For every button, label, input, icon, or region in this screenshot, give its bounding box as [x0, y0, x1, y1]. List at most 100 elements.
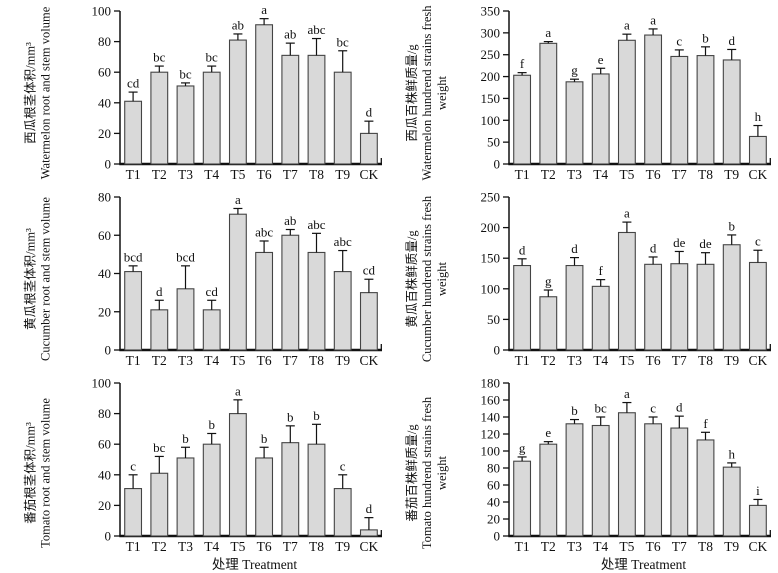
x-category-label: T6 [257, 353, 272, 368]
bar-T7 [670, 55, 689, 165]
x-category-label: T4 [204, 353, 219, 368]
sig-letter: d [650, 240, 657, 255]
x-category-label: T8 [309, 539, 324, 554]
x-category-label: T9 [335, 167, 350, 182]
sig-letter: e [598, 52, 604, 67]
y-tick-label: 200 [481, 69, 501, 84]
y-tick-label: 40 [98, 467, 111, 482]
bar-CK [359, 292, 378, 351]
y-tick-label: 0 [105, 529, 112, 544]
sig-letter: i [756, 483, 760, 498]
bar-T9 [333, 488, 352, 537]
bar-plot-watermelon-volume: 0 20 40 60 80 100 cd T1 bc T2 bc T3 bc T4 ab T5 a T6 ab T7 a… [92, 2, 382, 182]
x-category-label: T2 [152, 353, 167, 368]
x-category-label: T8 [698, 539, 713, 554]
x-category-label: T7 [283, 539, 298, 554]
bar-T2 [539, 296, 558, 351]
y-tick-label: 0 [105, 157, 112, 172]
bar-T8 [307, 251, 326, 351]
y-axis-label-cucumber-volume: 黄瓜根茎体积/mm³ Cucumber root and stem volume [0, 186, 76, 372]
x-category-label: T8 [309, 167, 324, 182]
sig-letter: c [650, 401, 656, 416]
y-tick-label: 0 [494, 343, 501, 358]
sig-letter: abc [334, 234, 352, 249]
y-tick-label: 20 [487, 512, 500, 527]
sig-letter: abc [255, 224, 273, 239]
bar-T2 [539, 42, 558, 165]
y-axis-label-en: Tomato hundrend strains fresh weight [419, 396, 449, 549]
sig-letter: bcd [124, 249, 143, 264]
x-category-label: T2 [541, 353, 556, 368]
bar-CK [748, 504, 767, 537]
sig-letter: a [545, 25, 551, 40]
bar-T4 [202, 443, 221, 537]
x-category-label: T6 [257, 539, 272, 554]
x-category-label: T6 [646, 539, 661, 554]
y-axis-label-en: Watermelon hundrend strains fresh weight [419, 5, 449, 181]
x-category-label: T2 [152, 167, 167, 182]
y-tick-label: 120 [481, 427, 501, 442]
x-category-label: T4 [204, 539, 219, 554]
plot-area: 0 50 100 150 200 250 300 350 f T1 a T2 g T3 e T4 a T5 a T6 c… [465, 0, 778, 186]
sig-letter: b [313, 408, 320, 423]
y-axis-label-cn: 西瓜根茎体积/mm³ [23, 42, 38, 144]
y-axis-label-cn: 黄瓜根茎体积/mm³ [23, 228, 38, 330]
bar-T3 [176, 457, 195, 537]
sig-letter: e [545, 425, 551, 440]
bar-T2 [150, 309, 169, 351]
bar-T6 [255, 24, 274, 165]
bar-T9 [722, 466, 741, 537]
y-tick-label: 20 [98, 304, 111, 319]
y-axis-label-en: Tomato root and stem volume [38, 397, 52, 548]
bar-T6 [644, 34, 663, 165]
x-category-label: CK [360, 167, 379, 182]
x-category-label: CK [749, 539, 768, 554]
bar-T4 [591, 73, 610, 165]
y-tick-label: 80 [98, 34, 111, 49]
y-tick-label: 180 [481, 376, 501, 391]
bar-T5 [617, 39, 636, 165]
sig-letter: c [676, 33, 682, 48]
x-category-label: T7 [672, 167, 687, 182]
sig-letter: d [728, 33, 735, 48]
bar-plot-tomato-weight: 0 20 40 60 80 100 120 140 160 180 g T1 e T2 b T3 bc T4 a T5… [481, 376, 771, 554]
y-tick-label: 0 [494, 157, 501, 172]
y-tick-label: 60 [98, 228, 111, 243]
sig-letter: g [571, 63, 578, 78]
y-axis-label-cn: 黄瓜百株鲜质量/g [404, 230, 419, 328]
sig-letter: f [599, 263, 604, 278]
y-axis-label-cn: 西瓜百株鲜质量/g [404, 44, 419, 142]
y-axis-label-tomato-volume: 番茄根茎体积/mm³ Tomato root and stem volume [0, 372, 76, 573]
y-tick-label: 200 [481, 220, 501, 235]
bar-T1 [124, 100, 143, 165]
chart-panel-watermelon-root-stem-volume: 西瓜根茎体积/mm³ Watermelon root and stem volu… [0, 0, 389, 186]
bar-T9 [722, 244, 741, 351]
sig-letter: c [340, 458, 346, 473]
y-tick-label: 20 [98, 126, 111, 141]
bar-T7 [281, 234, 300, 351]
sig-letter: a [624, 206, 630, 221]
x-category-label: T3 [567, 167, 582, 182]
x-axis-label: 处理 Treatment [600, 557, 687, 572]
x-category-label: T7 [283, 167, 298, 182]
bar-plot-cucumber-volume: 0 20 40 60 80 bcd T1 d T2 bcd T3 cd T4 a T5 abc T6 ab T7 ab… [98, 190, 382, 368]
x-category-label: T9 [724, 353, 739, 368]
x-category-label: T6 [257, 167, 272, 182]
x-category-label: T9 [335, 353, 350, 368]
sig-letter: b [208, 417, 215, 432]
bar-CK [359, 529, 378, 537]
y-axis-label-en: Cucumber root and stem volume [38, 197, 52, 361]
x-category-label: T1 [126, 353, 141, 368]
bar-T6 [644, 423, 663, 537]
bar-plot-tomato-volume: 0 20 40 60 80 100 c T1 bc T2 b T3 b T4 a T5 b T6 b T7 b T8 c T9… [92, 376, 382, 554]
x-category-label: T3 [567, 353, 582, 368]
bar-T2 [150, 472, 169, 537]
y-tick-label: 20 [98, 498, 111, 513]
sig-letter: abc [307, 22, 325, 37]
plot-area: 0 50 100 150 200 250 d T1 g T2 d T3 f T4 a T5 d T6 de T7 de T… [465, 186, 778, 372]
x-category-label: T6 [646, 167, 661, 182]
bar-T8 [696, 439, 715, 537]
sig-letter: de [673, 235, 686, 250]
y-axis-label-watermelon-volume: 西瓜根茎体积/mm³ Watermelon root and stem volu… [0, 0, 76, 186]
